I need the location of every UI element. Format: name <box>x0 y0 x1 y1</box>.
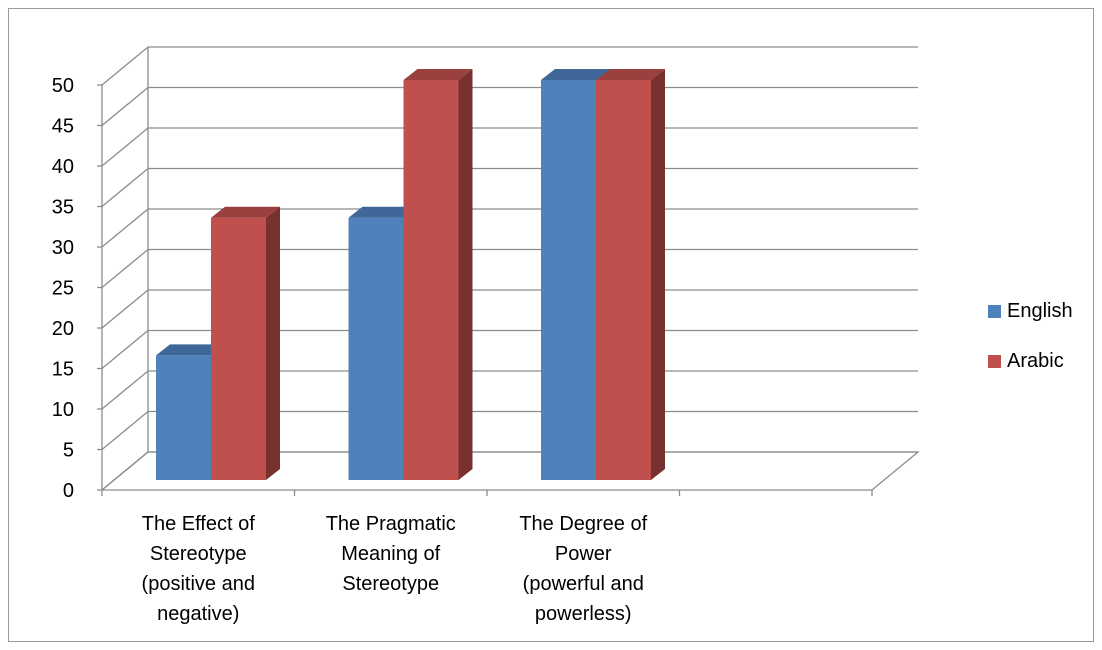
bar-front <box>211 217 266 480</box>
y-tick-labels: 0 5 10 15 20 25 30 35 40 45 50 <box>52 75 74 502</box>
x-tick-label-line: Stereotype <box>150 543 247 565</box>
legend-label-english: English <box>1007 300 1073 322</box>
y-tick-label: 45 <box>52 116 74 138</box>
bar-top <box>403 69 473 80</box>
x-tick-labels: The Effect of Stereotype (positive and nega… <box>142 513 648 625</box>
bar-front <box>541 80 596 480</box>
y-tick-label: 40 <box>52 156 74 178</box>
y-tick-label: 0 <box>63 480 74 502</box>
x-tick-label-line: The Effect of <box>142 513 255 535</box>
bar-top <box>156 344 225 356</box>
y-tick-label: 10 <box>52 399 74 421</box>
y-tick-label: 20 <box>52 318 74 340</box>
gridline <box>101 127 918 167</box>
legend-swatch-arabic <box>988 355 1001 368</box>
bar-arabic-2 <box>403 69 473 480</box>
y-tick-label: 5 <box>63 440 74 462</box>
bar-arabic-1 <box>211 206 280 480</box>
x-tick-label-line: Meaning of <box>341 543 440 565</box>
legend-swatch-english <box>988 305 1001 318</box>
x-tick-label-line: (powerful and <box>523 573 644 595</box>
bar-front <box>348 217 404 480</box>
x-tick-label-line: The Pragmatic <box>326 513 456 535</box>
y-tick-label: 35 <box>52 197 74 219</box>
bar-top <box>596 69 665 80</box>
y-tick-label: 15 <box>52 359 74 381</box>
legend-label-arabic: Arabic <box>1007 350 1064 372</box>
bar-top <box>541 69 610 80</box>
x-tick-label-line: powerless) <box>535 603 632 625</box>
gridline <box>101 167 918 208</box>
x-tick-label-line: negative) <box>157 603 239 625</box>
x-tick-label-line: The Degree of <box>519 513 647 535</box>
x-tick-label-line: Stereotype <box>342 573 439 595</box>
axes <box>97 84 873 496</box>
y-tick-label: 50 <box>52 75 74 97</box>
bar-top <box>348 206 418 218</box>
bar-front <box>403 80 459 480</box>
bar-front <box>156 355 211 480</box>
bar-front <box>596 80 651 480</box>
x-tick-label-line: (positive and <box>142 573 255 595</box>
bar-arabic-3 <box>596 69 665 480</box>
x-tick-label-line: Power <box>555 543 612 565</box>
bar-side <box>458 69 473 480</box>
bar-side <box>266 206 280 480</box>
x-tick-label: The Degree of Power (powerful and powerless… <box>519 513 647 625</box>
gridline <box>101 46 918 86</box>
bars <box>156 69 665 480</box>
gridline <box>101 86 918 127</box>
bar-side <box>651 69 665 480</box>
x-tick-label: The Effect of Stereotype (positive and nega… <box>142 513 256 625</box>
y-tick-label: 25 <box>52 278 74 300</box>
x-tick-label: The Pragmatic Meaning of Stereotype <box>326 513 456 595</box>
bar-top <box>211 206 280 218</box>
y-tick-label: 30 <box>52 237 74 259</box>
